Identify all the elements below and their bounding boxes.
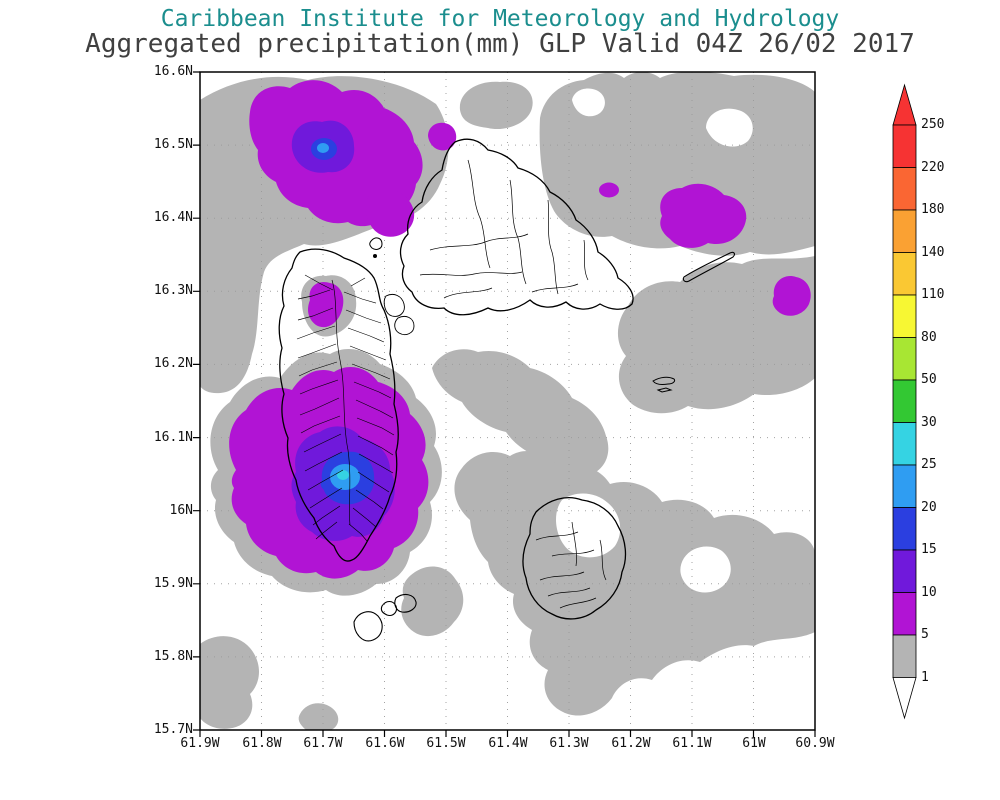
x-tick-label: 61.8W — [242, 736, 282, 751]
islands-les-saintes — [353, 593, 417, 642]
river-network-basse-terre — [296, 274, 395, 542]
watershed-lines-grande-terre — [419, 159, 589, 299]
colorbar-label: 140 — [921, 245, 945, 260]
mangrove-islets-riviere-salee — [383, 293, 415, 336]
plot-title: Aggregated precipitation(mm) GLP Valid 0… — [85, 29, 915, 59]
colorbar-seg-180-220 — [892, 167, 917, 211]
x-tick-label: 61.1W — [672, 736, 712, 751]
colorbar-label: 15 — [921, 542, 937, 557]
gray-shade-south-large — [454, 451, 815, 716]
y-tick-label: 16.1N — [153, 430, 193, 445]
colorbar-seg-10-15 — [892, 549, 917, 593]
x-tick-label: 61W — [742, 736, 766, 751]
colorbar-seg-140-180 — [892, 209, 917, 253]
colorbar-label: 80 — [921, 330, 937, 345]
rain-cell-east-edge-magenta — [772, 276, 811, 316]
x-tick-label: 61.2W — [611, 736, 651, 751]
y-tick-label: 16.2N — [153, 356, 193, 371]
rain-cell-small-magenta-dot-nw — [428, 122, 457, 151]
colorbar-seg-110-140 — [892, 252, 917, 296]
colorbar-arrow-down — [892, 677, 917, 720]
y-tick-label: 15.8N — [153, 649, 193, 664]
colorbar-seg-1-5 — [892, 634, 917, 678]
gray-shade-south-edge-spot — [298, 703, 339, 730]
colorbar-label: 50 — [921, 372, 937, 387]
colorbar-arrow-up — [892, 83, 917, 126]
island-grande-terre-coastline — [399, 138, 634, 316]
y-tick-label: 16.6N — [153, 64, 193, 79]
islet-north-of-grande-terre — [369, 237, 383, 250]
colorbar-label: 5 — [921, 627, 929, 642]
colorbar-label: 10 — [921, 585, 937, 600]
colorbar-seg-20-25 — [892, 464, 917, 508]
shaded-precip-colored-layer — [229, 80, 811, 579]
colorbar-seg-220-250 — [892, 124, 917, 168]
colorbar-label: 220 — [921, 160, 945, 175]
x-tick-label: 61.3W — [549, 736, 589, 751]
colorbar-label: 25 — [921, 457, 937, 472]
gray-shade-northeast — [539, 72, 815, 256]
islet-dot — [373, 254, 377, 258]
y-tick-label: 16.5N — [153, 137, 193, 152]
colorbar-seg-80-110 — [892, 294, 917, 338]
x-tick-label: 61.4W — [488, 736, 528, 751]
institute-title: Caribbean Institute for Meteorology and … — [160, 6, 840, 32]
x-tick-label: 61.5W — [426, 736, 466, 751]
islets-petite-terre — [652, 376, 676, 393]
colorbar-seg-15-20 — [892, 507, 917, 551]
x-tick-label: 61.7W — [303, 736, 343, 751]
rain-cell-northwest-magenta-tail — [365, 188, 415, 237]
watershed-lines-marie-galante — [535, 521, 607, 609]
colorbar-label: 1 — [921, 670, 929, 685]
gray-shade-south-of-saintes — [401, 566, 464, 637]
colorbar-label: 110 — [921, 287, 945, 302]
island-outlines — [278, 138, 735, 642]
y-tick-label: 15.7N — [153, 722, 193, 737]
y-tick-label: 16.3N — [153, 283, 193, 298]
rain-cell-northwest-lightblue-center — [317, 143, 329, 153]
rain-cell-northeast-magenta — [660, 183, 747, 248]
colorbar-label: 250 — [921, 117, 945, 132]
rain-cell-magenta-dot-north — [599, 182, 619, 198]
rain-cell-south-cyan-center — [337, 470, 349, 480]
gray-shade-east-band — [617, 256, 815, 414]
y-tick-label: 16.4N — [153, 210, 193, 225]
gray-shade-center-band — [432, 349, 609, 477]
gray-shade-southwest-corner — [200, 636, 259, 729]
x-tick-label: 60.9W — [795, 736, 835, 751]
axis-tick-marks — [193, 71, 816, 737]
island-marie-galante-coastline — [522, 497, 627, 620]
colorbar-seg-50-80 — [892, 337, 917, 381]
colorbar-label: 20 — [921, 500, 937, 515]
gray-shade-north-center — [459, 81, 533, 130]
colorbar-label: 30 — [921, 415, 937, 430]
x-tick-label: 61.9W — [180, 736, 220, 751]
island-la-desirade — [682, 251, 735, 283]
colorbar-label: 180 — [921, 202, 945, 217]
y-tick-label: 16N — [169, 503, 193, 518]
x-tick-label: 61.6W — [365, 736, 405, 751]
colorbar-seg-30-50 — [892, 379, 917, 423]
colorbar-seg-25-30 — [892, 422, 917, 466]
colorbar-seg-5-10 — [892, 592, 917, 636]
island-basse-terre-coastline — [278, 248, 399, 562]
y-tick-label: 15.9N — [153, 576, 193, 591]
colorbar — [892, 83, 917, 720]
